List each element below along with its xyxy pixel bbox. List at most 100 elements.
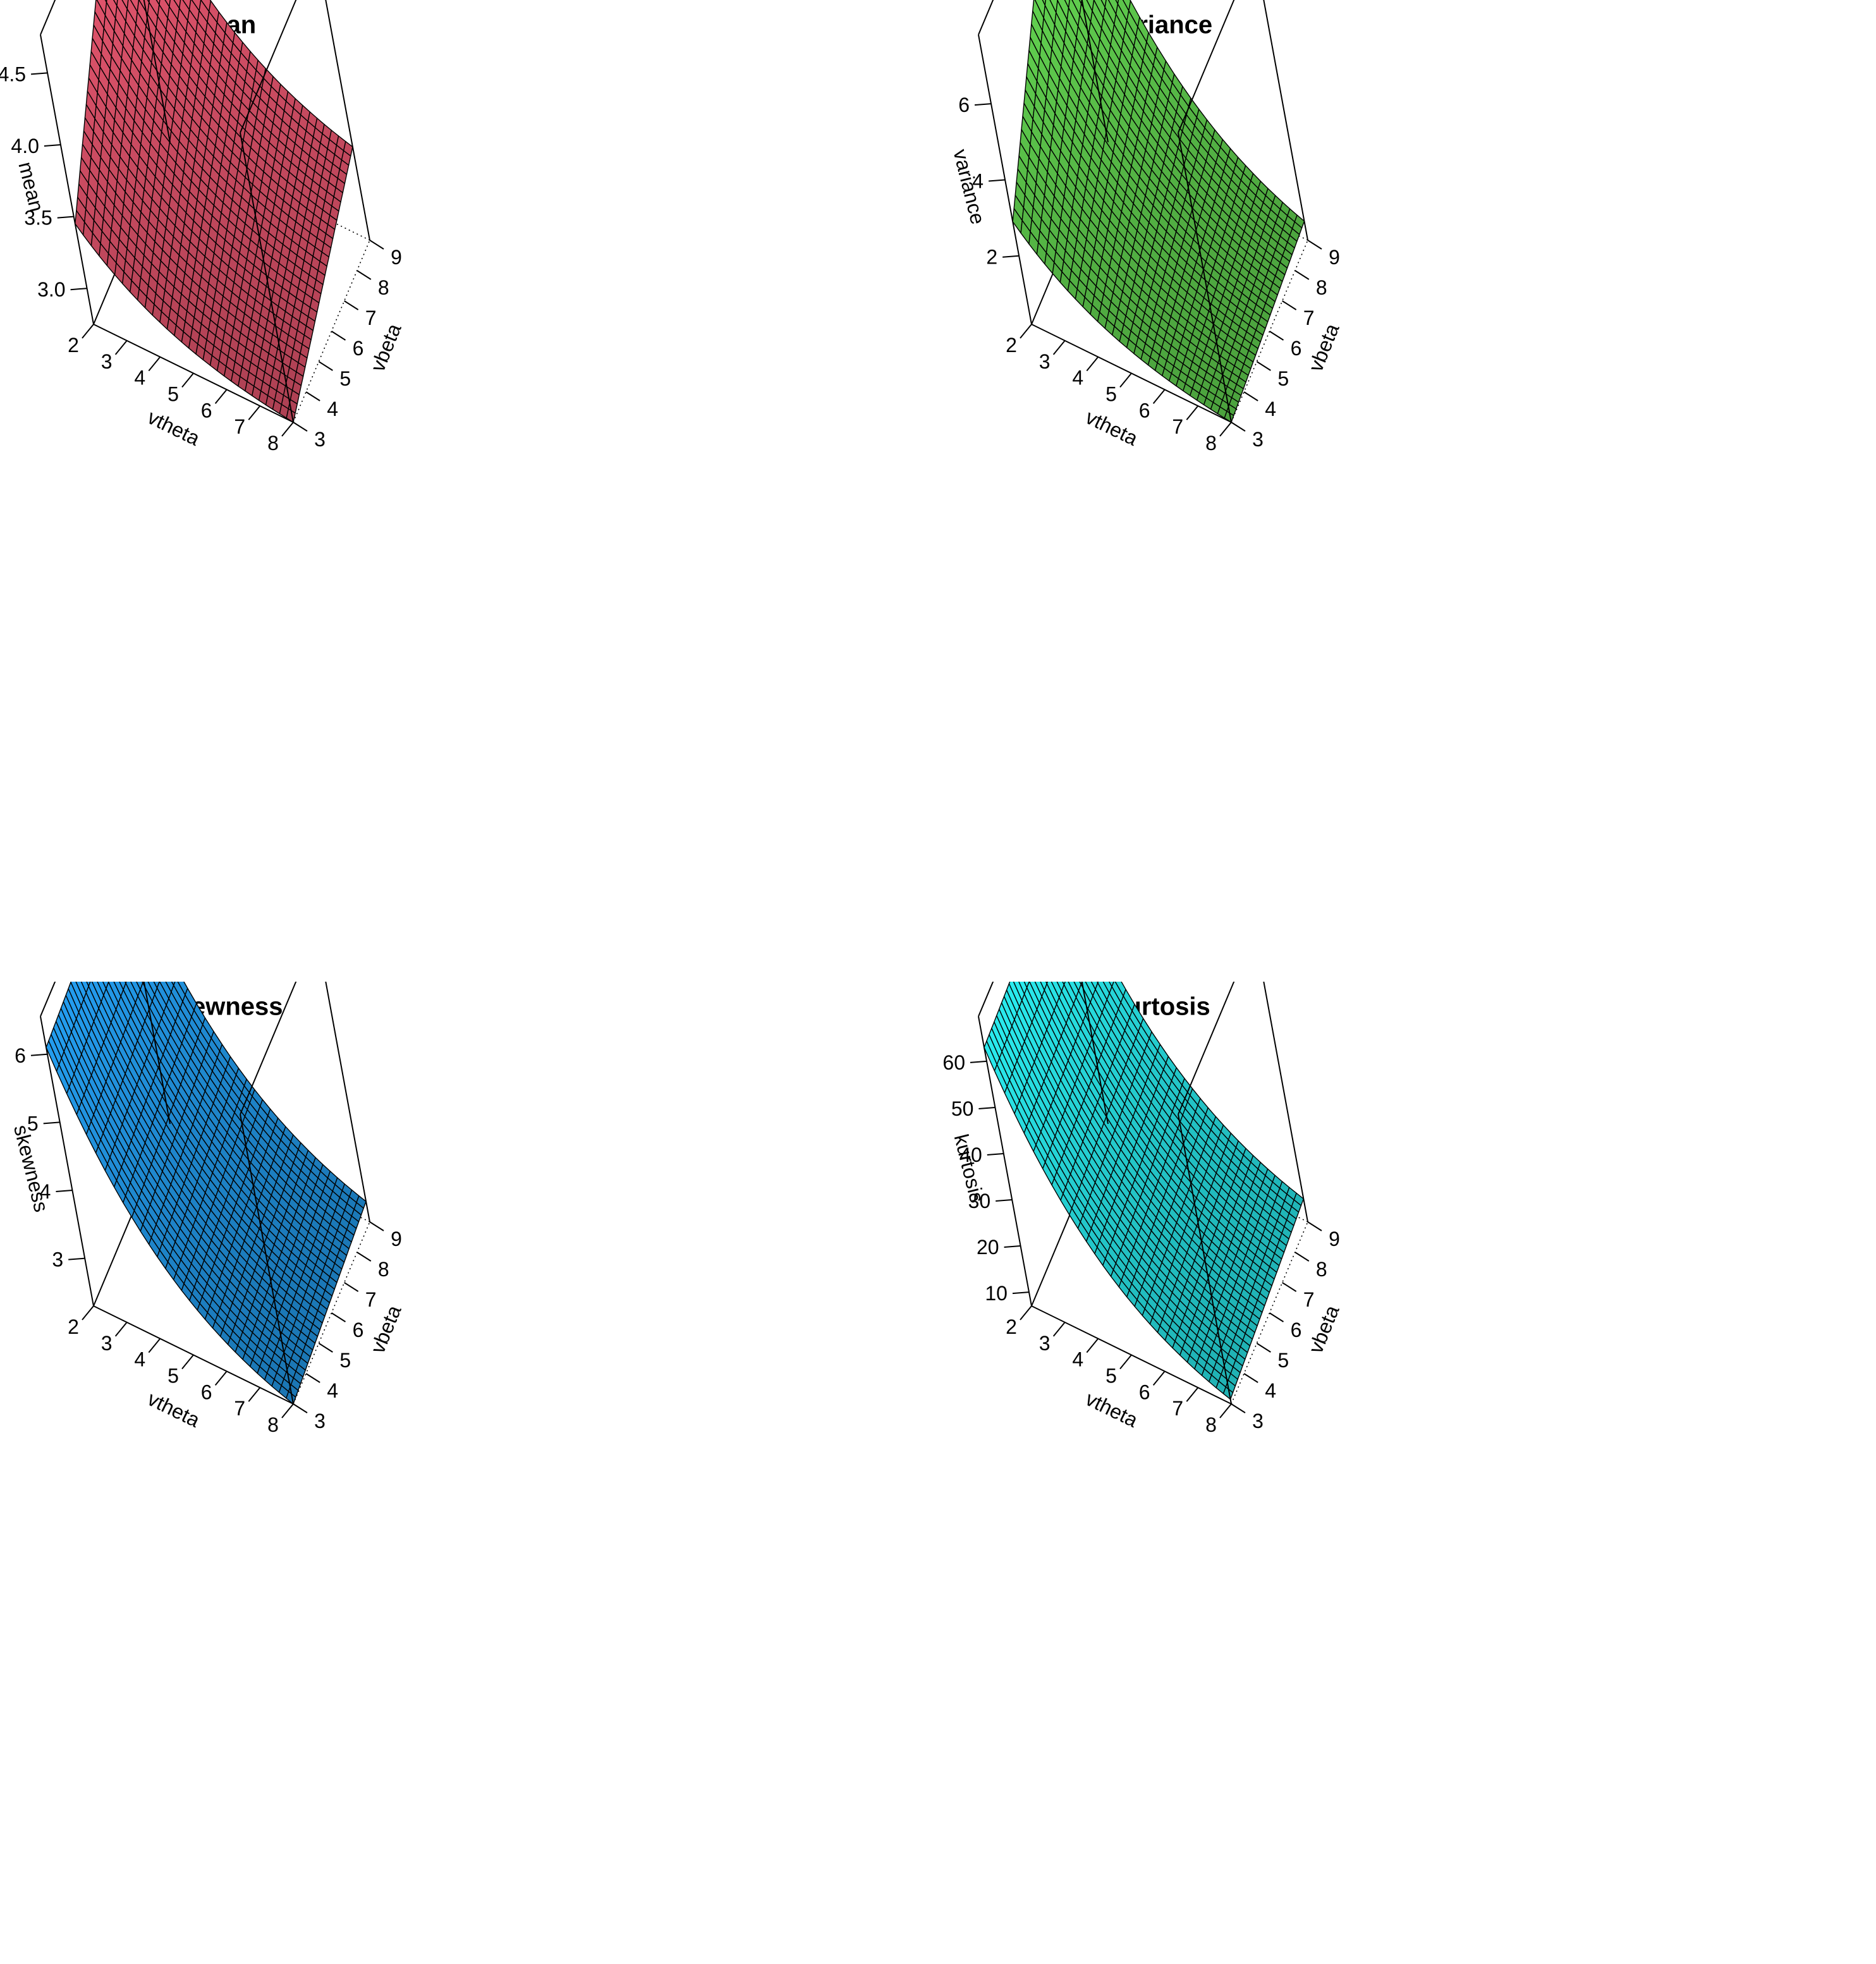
x-tick-label: 7 bbox=[234, 415, 245, 438]
surface-facet bbox=[1023, 982, 1030, 989]
y-tick bbox=[293, 1403, 308, 1413]
box-edge bbox=[40, 34, 94, 325]
z-tick-label: 4.5 bbox=[0, 63, 26, 85]
x-tick bbox=[82, 324, 94, 339]
z-tick bbox=[1012, 1291, 1030, 1295]
z-tick-label: 2 bbox=[986, 246, 997, 269]
y-tick-label: 4 bbox=[327, 1379, 338, 1402]
z-tick bbox=[1002, 255, 1020, 258]
x-axis-label: vtheta bbox=[144, 405, 204, 450]
x-tick-label: 7 bbox=[1172, 415, 1183, 438]
x-tick bbox=[1219, 422, 1232, 437]
y-tick-label: 6 bbox=[353, 1319, 364, 1341]
x-tick-label: 8 bbox=[1205, 432, 1217, 454]
box-top-edge bbox=[978, 982, 994, 1017]
y-tick bbox=[1282, 1282, 1297, 1292]
x-tick bbox=[248, 1387, 261, 1402]
x-tick-label: 2 bbox=[1006, 1315, 1017, 1338]
x-tick-label: 5 bbox=[168, 1365, 179, 1388]
z-tick bbox=[68, 1257, 85, 1260]
y-tick-label: 9 bbox=[1329, 246, 1340, 269]
y-tick-label: 3 bbox=[1252, 1410, 1264, 1432]
panel-skewness: skewness 2 3 4 5 6 7 8 vtheta 3 4 5 6 7 8 9 vbeta 3 4 5 6 ske… bbox=[0, 982, 938, 1963]
x-tick bbox=[114, 1322, 128, 1337]
z-tick bbox=[970, 1060, 987, 1063]
x-tick-label: 4 bbox=[134, 367, 145, 389]
box-front-edge bbox=[1178, 1114, 1232, 1405]
box-front-edge bbox=[143, 982, 171, 1125]
z-tick bbox=[43, 1121, 60, 1125]
x-tick bbox=[1086, 357, 1099, 372]
z-tick-label: 4 bbox=[972, 169, 984, 192]
z-tick bbox=[1004, 1245, 1021, 1248]
box-top-edge bbox=[1178, 982, 1235, 1115]
box-front-edge bbox=[1263, 0, 1308, 241]
y-tick bbox=[331, 331, 346, 341]
y-tick-label: 5 bbox=[339, 367, 351, 390]
x-tick bbox=[1020, 324, 1032, 339]
x-tick bbox=[1152, 389, 1166, 404]
x-tick bbox=[1020, 1305, 1032, 1321]
y-tick-label: 4 bbox=[327, 398, 338, 420]
x-tick bbox=[1052, 1322, 1066, 1337]
z-tick-label: 4 bbox=[40, 1180, 51, 1203]
x-tick-label: 2 bbox=[1006, 334, 1017, 357]
z-tick-label: 20 bbox=[977, 1236, 999, 1259]
z-axis-label: skewness bbox=[9, 1123, 53, 1214]
y-tick-label: 9 bbox=[391, 1228, 402, 1250]
z-tick-label: 6 bbox=[15, 1044, 26, 1067]
box-front-edge bbox=[325, 0, 370, 241]
x-tick bbox=[148, 357, 161, 372]
box-front-edge bbox=[240, 132, 294, 423]
x-tick bbox=[281, 1403, 294, 1418]
y-tick-label: 5 bbox=[339, 1349, 351, 1372]
y-tick-label: 7 bbox=[1303, 307, 1315, 329]
box-front-edge bbox=[1081, 982, 1109, 1125]
box-front-edge bbox=[240, 1114, 294, 1405]
x-tick-label: 8 bbox=[267, 432, 279, 454]
x-tick bbox=[1119, 1354, 1132, 1370]
y-tick bbox=[1269, 1312, 1284, 1322]
x-tick-label: 5 bbox=[168, 383, 179, 406]
y-tick-label: 6 bbox=[353, 337, 364, 360]
box-front-edge bbox=[1178, 132, 1232, 423]
box-front-edge bbox=[1081, 0, 1109, 143]
panel-variance: variance 2 3 4 5 6 7 8 vtheta 3 4 5 6 7 8 9 vbeta 2 4 6 vari… bbox=[938, 0, 1876, 982]
y-tick-label: 7 bbox=[365, 307, 377, 329]
surface-plot-mean: mean2345678vtheta3456789vbeta3.03.54.04.… bbox=[0, 0, 406, 454]
box-edge bbox=[978, 1016, 1032, 1307]
y-tick-label: 8 bbox=[1316, 276, 1327, 299]
x-tick bbox=[1086, 1338, 1099, 1353]
x-tick-label: 8 bbox=[267, 1413, 279, 1436]
z-tick bbox=[31, 72, 48, 75]
box-front-edge bbox=[1263, 982, 1308, 1223]
x-tick-label: 3 bbox=[1039, 350, 1051, 373]
surface-mesh bbox=[1012, 0, 1305, 423]
x-tick-label: 5 bbox=[1106, 383, 1117, 406]
y-tick-label: 5 bbox=[1277, 367, 1289, 390]
x-tick-label: 6 bbox=[201, 1381, 212, 1403]
z-tick-label: 6 bbox=[958, 94, 970, 116]
y-tick bbox=[305, 391, 320, 401]
z-tick bbox=[996, 1199, 1013, 1202]
box-top-edge bbox=[240, 982, 297, 1115]
z-tick-label: 30 bbox=[968, 1190, 991, 1212]
box-top-edge bbox=[40, 0, 56, 35]
y-tick bbox=[344, 300, 359, 310]
y-tick bbox=[305, 1373, 320, 1383]
y-tick bbox=[331, 1312, 346, 1322]
x-axis-label: vtheta bbox=[144, 1387, 204, 1432]
y-tick-label: 7 bbox=[365, 1288, 377, 1311]
y-tick-label: 6 bbox=[1291, 1319, 1302, 1341]
box-top-edge bbox=[1178, 0, 1235, 133]
y-tick-label: 9 bbox=[391, 246, 402, 269]
z-tick bbox=[989, 179, 1006, 182]
surface-mesh bbox=[46, 982, 367, 1405]
z-tick-label: 60 bbox=[942, 1051, 965, 1074]
z-tick bbox=[30, 1053, 48, 1056]
x-tick bbox=[281, 422, 294, 437]
y-tick bbox=[318, 1343, 333, 1353]
z-tick-label: 10 bbox=[985, 1282, 1008, 1305]
x-tick-label: 3 bbox=[101, 350, 113, 373]
